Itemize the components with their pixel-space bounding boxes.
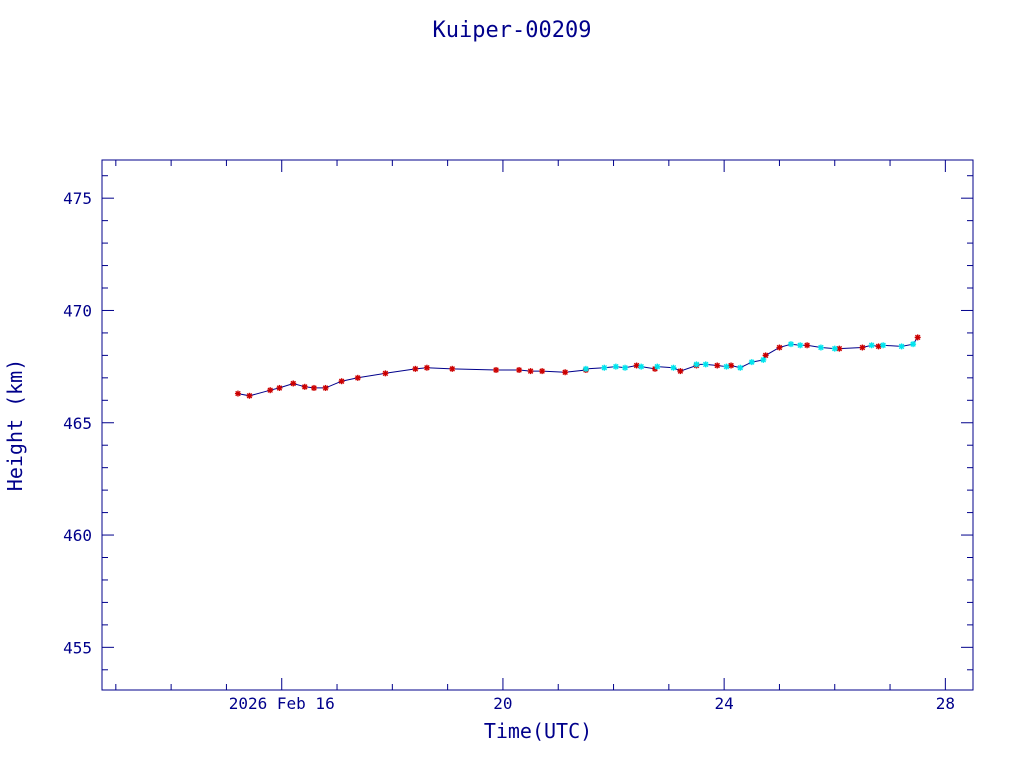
data-point [875,343,882,350]
data-point [714,362,721,369]
data-point [234,390,241,397]
x-tick-label: 24 [715,694,734,713]
data-point [898,343,905,350]
x-tick-label: 20 [493,694,512,713]
data-point [338,378,345,385]
data-point [817,344,824,351]
data-point [760,356,767,363]
data-point [677,368,684,375]
data-point [859,344,866,351]
data-point [322,384,329,391]
data-point [382,370,389,377]
data-point [776,344,783,351]
data-point [880,342,887,349]
y-axis-label: Height (km) [3,359,27,491]
data-point [762,352,769,359]
data-point [449,365,456,372]
data-point [787,341,794,348]
data-point [516,366,523,373]
y-tick-label: 460 [63,526,92,545]
x-axis-label: Time(UTC) [484,719,592,743]
x-axis: 2026 Feb 16 20 24 28 [115,160,955,713]
data-point [914,334,921,341]
series-line [237,337,919,397]
data-point [638,363,645,370]
data-point [868,342,875,349]
data-point [633,362,640,369]
plot-frame [101,159,974,691]
data-point [654,363,661,370]
data-point [310,384,317,391]
data-point [723,363,730,370]
data-point [836,345,843,352]
data-point [301,383,308,390]
data-point [670,364,677,371]
y-axis: 455 460 465 470 475 [63,175,973,671]
data-point [582,365,589,372]
y-tick-label: 470 [63,301,92,320]
data-point [290,380,297,387]
data-point [831,345,838,352]
data-markers [234,334,921,399]
y-tick-label: 455 [63,638,92,657]
data-point [539,368,546,375]
data-point [527,368,534,375]
height-line [237,337,919,397]
data-point [354,374,361,381]
x-tick-label: 28 [936,694,955,713]
data-point [728,362,735,369]
data-point [246,392,253,399]
y-tick-label: 475 [63,189,92,208]
data-point [702,361,709,368]
data-point [562,369,569,376]
data-point [804,342,811,349]
data-point [276,384,283,391]
data-point [423,364,430,371]
data-point [910,341,917,348]
data-point [612,363,619,370]
y-tick-label: 465 [63,414,92,433]
chart-title: Kuiper-00209 [433,18,592,43]
plot-border [101,159,974,691]
data-point [601,364,608,371]
data-point [622,364,629,371]
data-point [412,365,419,372]
data-point [267,387,274,394]
data-point [693,361,700,368]
data-point [493,366,500,373]
data-point [797,342,804,349]
data-point [737,364,744,371]
data-point [748,359,755,366]
x-tick-label: 2026 Feb 16 [229,694,335,713]
